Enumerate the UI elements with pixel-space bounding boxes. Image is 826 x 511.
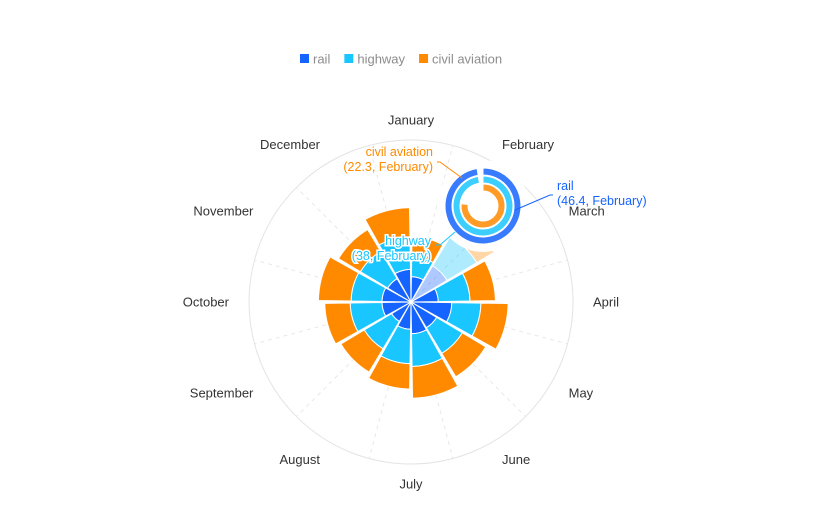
tooltip-highway: highway(38, February) — [350, 231, 456, 265]
tooltips: rail(46.4, February) highway(38, February… — [342, 144, 648, 265]
month-label-october: October — [183, 295, 230, 310]
petal-october-civil-aviation[interactable] — [317, 256, 360, 302]
focus-arc — [452, 175, 514, 237]
month-label-november: November — [193, 204, 254, 219]
focus-arc — [460, 183, 506, 229]
focus-ring-rail — [444, 167, 522, 245]
outer-ring — [248, 139, 574, 465]
tooltip-series-name: civil aviation — [366, 145, 433, 159]
legend-swatch — [300, 54, 309, 63]
month-label-september: September — [190, 386, 254, 401]
legend-swatch — [419, 54, 429, 63]
legend-label: civil aviation — [432, 52, 502, 67]
legend-item-rail[interactable]: rail — [300, 52, 330, 67]
tooltip-value: (22.3, February) — [343, 160, 433, 174]
month-label-august: August — [280, 452, 321, 467]
leader-line — [435, 231, 456, 246]
petal-april-civil-aviation[interactable] — [471, 302, 509, 350]
month-label-january: January — [388, 113, 435, 128]
focus-ring-civil-aviation — [460, 183, 506, 229]
month-label-june: June — [502, 452, 530, 467]
petal-june-civil-aviation[interactable] — [411, 357, 459, 399]
petal-september-civil-aviation[interactable] — [324, 302, 359, 345]
tooltip-series-name: highway — [385, 234, 432, 248]
legend-item-civil-aviation[interactable]: civil aviation — [419, 52, 502, 67]
tooltip-value: (46.4, February) — [557, 194, 647, 208]
legend[interactable]: rail highway civil aviation — [300, 52, 502, 67]
tooltip-series-name: rail — [557, 179, 574, 193]
focus-ring-highway — [452, 175, 514, 237]
petal-december-civil-aviation[interactable] — [364, 207, 411, 246]
leader-line — [437, 161, 463, 179]
petal-january-civil-aviation[interactable] — [411, 236, 444, 264]
month-label-may: May — [569, 386, 594, 401]
petal-august-civil-aviation[interactable] — [340, 329, 384, 373]
legend-label: highway — [357, 52, 405, 67]
month-label-december: December — [260, 137, 321, 152]
petal-may-civil-aviation[interactable] — [441, 332, 487, 378]
month-label-february: February — [502, 137, 555, 152]
leader-line — [514, 194, 553, 211]
month-label-july: July — [399, 477, 423, 492]
petal-july-civil-aviation[interactable] — [367, 355, 411, 390]
tooltip-value: (38, February) — [352, 249, 431, 263]
legend-label: rail — [313, 52, 330, 67]
petal-march-civil-aviation[interactable] — [461, 260, 496, 302]
rose-petals[interactable] — [317, 207, 509, 399]
month-label-april: April — [593, 295, 619, 310]
focus-rings — [437, 160, 529, 252]
tooltip-civil-aviation: civil aviation(22.3, February) — [342, 144, 463, 179]
legend-swatch — [344, 54, 354, 63]
petal-november-civil-aviation[interactable] — [337, 228, 382, 273]
month-labels: January February March April May June July Augu… — [183, 113, 619, 492]
focus-arc — [444, 167, 522, 245]
legend-item-highway[interactable]: highway — [344, 52, 406, 67]
tooltip-rail: rail(46.4, February) — [514, 178, 648, 211]
month-label-march: March — [569, 204, 605, 219]
